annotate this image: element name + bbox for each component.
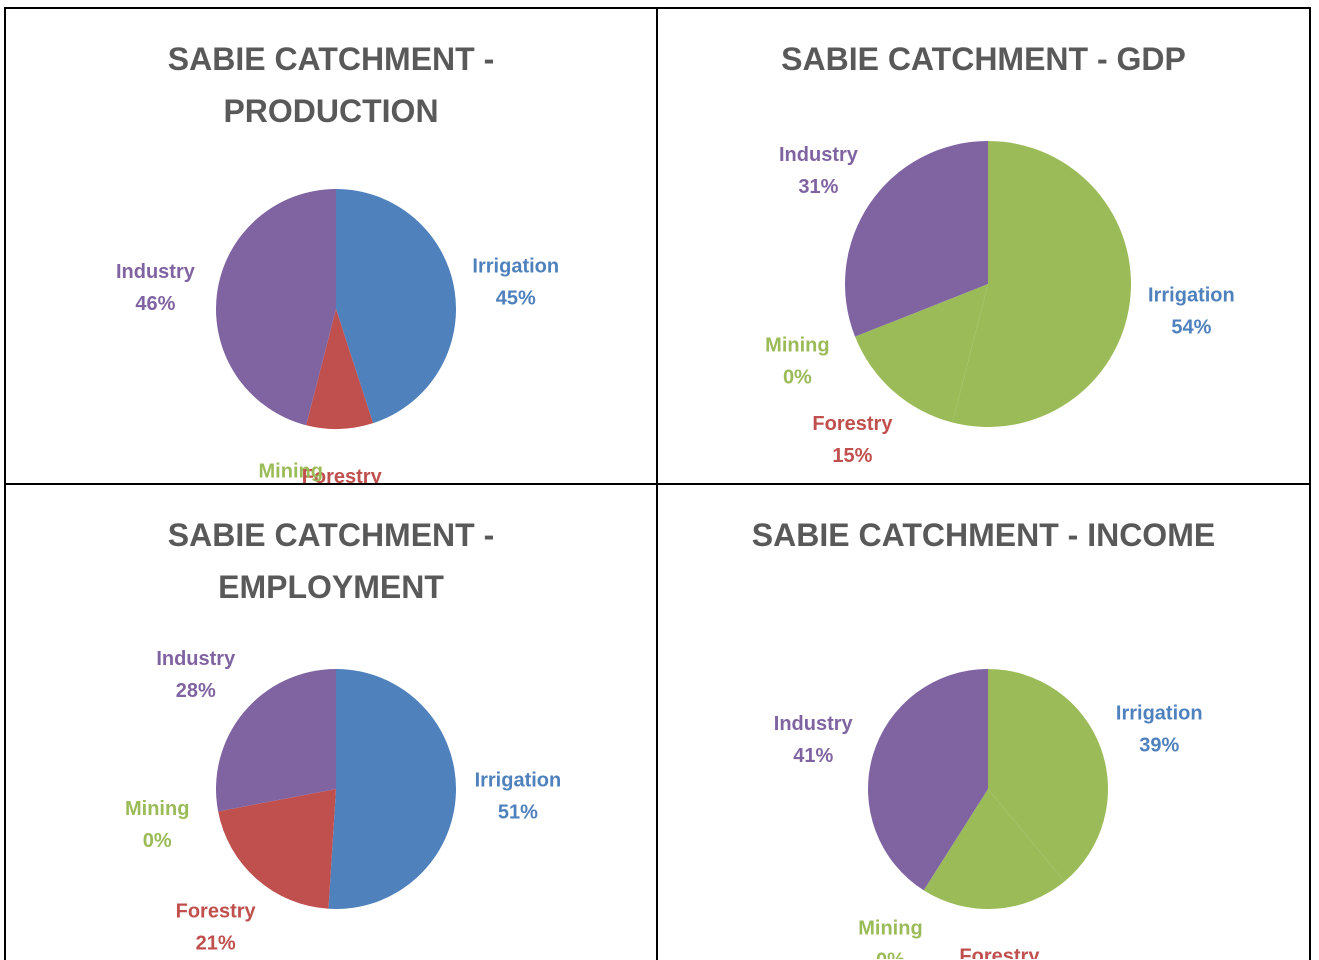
data-label: Forestry 15%	[812, 413, 893, 467]
category-label: Forestry	[176, 901, 257, 923]
data-label: Industry 46%	[116, 261, 196, 315]
category-label: Irrigation	[1148, 285, 1235, 307]
category-label: Mining	[765, 334, 829, 356]
value-label: 21%	[196, 933, 236, 955]
value-label: 0%	[876, 950, 905, 959]
value-label: 54%	[1171, 317, 1211, 339]
pie-slice	[328, 669, 456, 909]
data-label: Mining 0%	[858, 918, 922, 959]
pie-slice	[855, 284, 988, 423]
value-label: 45%	[496, 288, 536, 310]
data-label: Mining 0%	[125, 798, 189, 852]
data-label: Irrigation 54%	[1148, 285, 1235, 339]
data-label: Industry 31%	[779, 144, 859, 198]
pie-slice	[868, 669, 988, 891]
value-label: 0%	[143, 830, 172, 852]
category-label: Irrigation	[472, 256, 559, 278]
category-label: Forestry	[959, 946, 1040, 959]
chart-cell: Irrigation 39% Forestry20% Mining 0% Industry…	[658, 485, 1309, 960]
chart-grid: Irrigation45%Forestry9%Mining0%Industry4…	[4, 7, 1311, 960]
pie-slice	[216, 669, 336, 812]
category-label: Irrigation	[475, 770, 562, 792]
value-label: 31%	[798, 176, 838, 198]
pie-slice	[336, 189, 456, 424]
pie-slice	[845, 141, 988, 337]
category-label: Mining	[858, 918, 922, 940]
chart: Irrigation 39% Forestry20% Mining 0% Industry…	[774, 669, 1203, 959]
value-label: 46%	[135, 293, 175, 315]
data-label: Forestry20%	[959, 946, 1040, 959]
data-label: Industry 28%	[156, 648, 236, 702]
category-label: Forestry	[812, 413, 893, 435]
chart: Irrigation 54% Forestry 15% Mining 0% Industry…	[765, 141, 1235, 467]
value-label: 28%	[176, 680, 216, 702]
category-label: Mining	[259, 460, 323, 482]
value-label: 51%	[498, 802, 538, 824]
chart-cell: Irrigation 54% Forestry 15% Mining 0% Industry…	[658, 9, 1309, 485]
data-label: Industry 41%	[774, 713, 854, 767]
pie-slice	[215, 189, 336, 426]
category-label: Forestry	[302, 466, 383, 483]
category-label: Industry	[156, 648, 236, 670]
value-label: 39%	[1139, 734, 1179, 756]
category-label: Mining	[125, 798, 189, 820]
category-label: Industry	[116, 261, 196, 283]
value-label: 15%	[832, 445, 872, 467]
category-label: Industry	[779, 144, 859, 166]
data-label: Irrigation 45%	[472, 256, 559, 310]
data-label: Forestry 21%	[176, 901, 257, 955]
data-label: Mining 0%	[765, 334, 829, 388]
data-label: Irrigation 51%	[475, 770, 562, 824]
value-label: 41%	[793, 745, 833, 767]
chart-title: SABIE CATCHMENT - INCOME	[751, 517, 1216, 553]
data-label: Irrigation 39%	[1116, 702, 1203, 756]
chart-title: SABIE CATCHMENT - EMPLOYMENT	[167, 517, 495, 605]
pie-slice	[988, 669, 1108, 882]
value-label: 0%	[783, 366, 812, 388]
chart-title: SABIE CATCHMENT - GDP	[781, 41, 1186, 77]
chart-title: SABIE CATCHMENT - PRODUCTION	[167, 41, 495, 129]
pie-slice	[923, 789, 1065, 909]
pie-slice	[218, 789, 336, 909]
category-label: Irrigation	[1116, 702, 1203, 724]
pie-slice	[952, 141, 1131, 427]
chart: Irrigation 51% Forestry 21% Mining 0% Industry…	[125, 648, 562, 955]
category-label: Industry	[774, 713, 854, 735]
chart-cell: Irrigation 51% Forestry 21% Mining 0% Industry…	[6, 485, 658, 960]
pie-slice	[306, 309, 374, 429]
data-label: Forestry9%	[302, 466, 383, 483]
